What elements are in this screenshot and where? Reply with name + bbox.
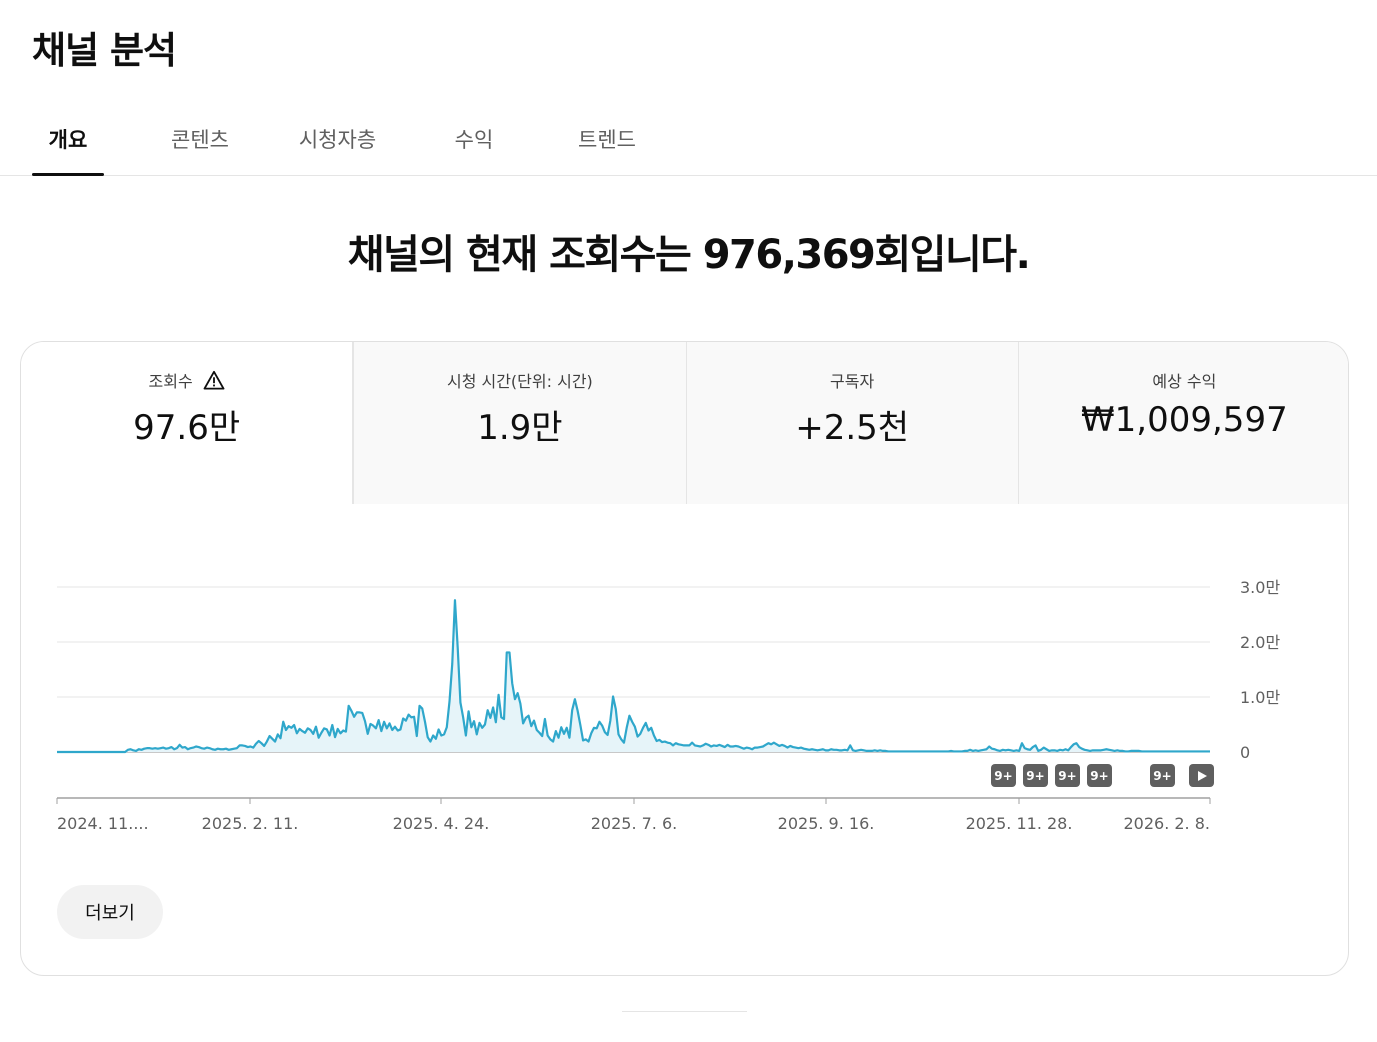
tab-trends[interactable]: 트렌드 xyxy=(578,128,636,152)
metric-views[interactable]: 조회수 97.6만 xyxy=(21,342,354,504)
annotation-badge[interactable]: 9+ xyxy=(991,764,1016,787)
metric-label: 예상 수익 xyxy=(1152,372,1217,391)
annotation-badge[interactable]: 9+ xyxy=(1087,764,1112,787)
metric-label: 구독자 xyxy=(830,372,875,391)
annotation-badge[interactable]: 9+ xyxy=(1023,764,1048,787)
metric-value: 97.6만 xyxy=(133,408,241,448)
warning-icon[interactable] xyxy=(203,370,225,390)
metric-label: 시청 시간(단위: 시간) xyxy=(446,372,593,391)
annotation-badge[interactable]: 9+ xyxy=(1150,764,1175,787)
tab-audience[interactable]: 시청자층 xyxy=(298,128,377,152)
metric-revenue[interactable]: 예상 수익 ₩1,009,597 xyxy=(1017,342,1348,504)
more-button[interactable]: 더보기 xyxy=(57,885,163,939)
metric-value: +2.5천 xyxy=(795,408,910,448)
tab-revenue[interactable]: 수익 xyxy=(454,128,494,152)
metric-subscribers[interactable]: 구독자 +2.5천 xyxy=(685,342,1018,504)
metric-tabs: 조회수 97.6만 시청 시간(단위: 시간) 1.9만 구독자 +2.5천 예… xyxy=(21,342,1348,504)
video-play-icon[interactable] xyxy=(1189,764,1214,787)
tab-overview[interactable]: 개요 xyxy=(32,100,104,176)
metric-watch-time[interactable]: 시청 시간(단위: 시간) 1.9만 xyxy=(353,342,686,504)
annotation-badge[interactable]: 9+ xyxy=(1055,764,1080,787)
tab-content[interactable]: 콘텐츠 xyxy=(171,128,229,152)
divider xyxy=(622,1011,747,1012)
tab-bar: 개요 콘텐츠 시청자층 수익 트렌드 xyxy=(0,100,1377,176)
overview-card: 조회수 97.6만 시청 시간(단위: 시간) 1.9만 구독자 +2.5천 예… xyxy=(20,341,1349,976)
page-title: 채널 분석 xyxy=(32,29,177,72)
metric-value: ₩1,009,597 xyxy=(1081,400,1288,440)
play-icon xyxy=(1197,770,1207,781)
metric-value: 1.9만 xyxy=(477,408,563,448)
metric-label: 조회수 xyxy=(148,372,193,391)
headline: 채널의 현재 조회수는 976,369회입니다. xyxy=(347,232,1031,278)
